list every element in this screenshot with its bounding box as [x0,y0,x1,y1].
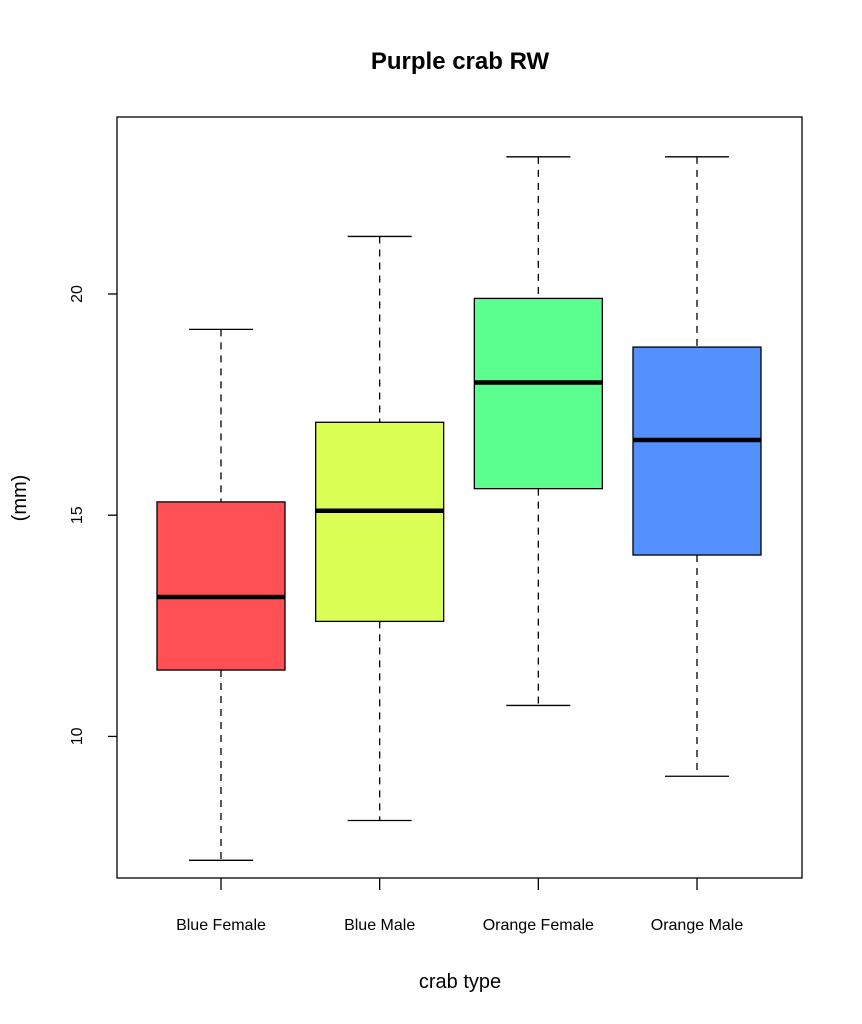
x-axis-label: crab type [419,971,501,993]
y-tick-label: 20 [69,285,86,303]
box-iqr [156,501,286,671]
y-axis-label: (mm) [9,475,31,522]
x-tick-label: Orange Female [483,917,594,934]
box-iqr [632,346,762,556]
boxes-layer [156,156,762,861]
y-tick-label: 10 [69,727,86,745]
box-group-3 [632,156,762,777]
y-axis: 10 15 20 [69,285,117,745]
box-iqr [473,297,603,490]
x-tick-label: Orange Male [651,917,744,934]
y-tick-label: 15 [69,506,86,524]
x-tick-label: Blue Male [344,917,415,934]
box-iqr [315,421,445,623]
box-group-0 [156,328,286,861]
plot-frame [116,116,803,879]
chart-title: Purple crab RW [371,48,550,75]
x-tick-label: Blue Female [176,917,266,934]
box-group-1 [315,235,445,822]
x-axis: Blue Female Blue Male Orange Female Orange … [176,878,743,934]
box-group-2 [473,156,603,707]
